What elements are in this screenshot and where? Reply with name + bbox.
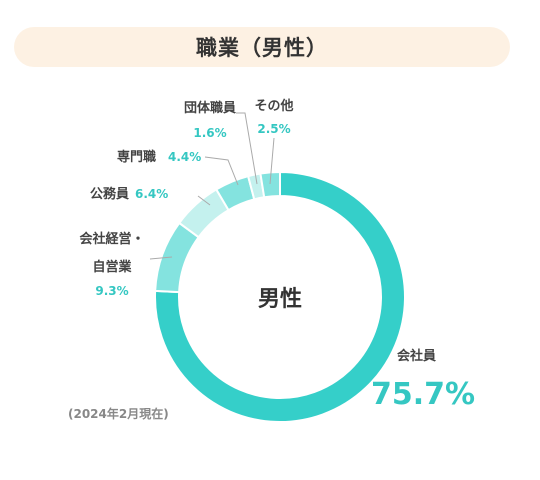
- donut-slice-5: [259, 170, 281, 199]
- leader-lines: [149, 112, 275, 260]
- label-dantai: 団体職員: [184, 100, 236, 116]
- date-note: (2024年2月現在): [68, 406, 169, 421]
- pct-kaishain: 75.7%: [371, 377, 475, 412]
- center-label: 男性: [258, 287, 302, 312]
- pct-dantai: 1.6%: [193, 126, 226, 140]
- label-keiei-line1: 会社経営・: [79, 231, 144, 247]
- pct-sonota: 2.5%: [257, 122, 290, 136]
- pct-koumuin: 6.4%: [135, 187, 168, 201]
- chart-title: 職業（男性）: [196, 36, 328, 60]
- label-kaishain: 会社員: [397, 348, 436, 364]
- title-banner: 職業（男性）: [14, 27, 510, 67]
- pct-senmon: 4.4%: [168, 150, 201, 164]
- pct-keiei: 9.3%: [95, 284, 128, 298]
- leader-line-koumuin: [197, 195, 211, 206]
- label-keiei-line2: 自営業: [92, 259, 132, 275]
- leader-line-sonota: [269, 137, 275, 185]
- label-sonota: その他: [254, 98, 293, 114]
- leader-line-senmon: [204, 156, 239, 186]
- donut-slices: [154, 170, 406, 423]
- leader-line-dantai: [236, 112, 258, 185]
- label-senmon: 専門職: [117, 149, 156, 165]
- donut-slice-0: [154, 170, 406, 423]
- leader-line-keiei: [149, 256, 173, 260]
- label-koumuin: 公務員: [90, 186, 129, 202]
